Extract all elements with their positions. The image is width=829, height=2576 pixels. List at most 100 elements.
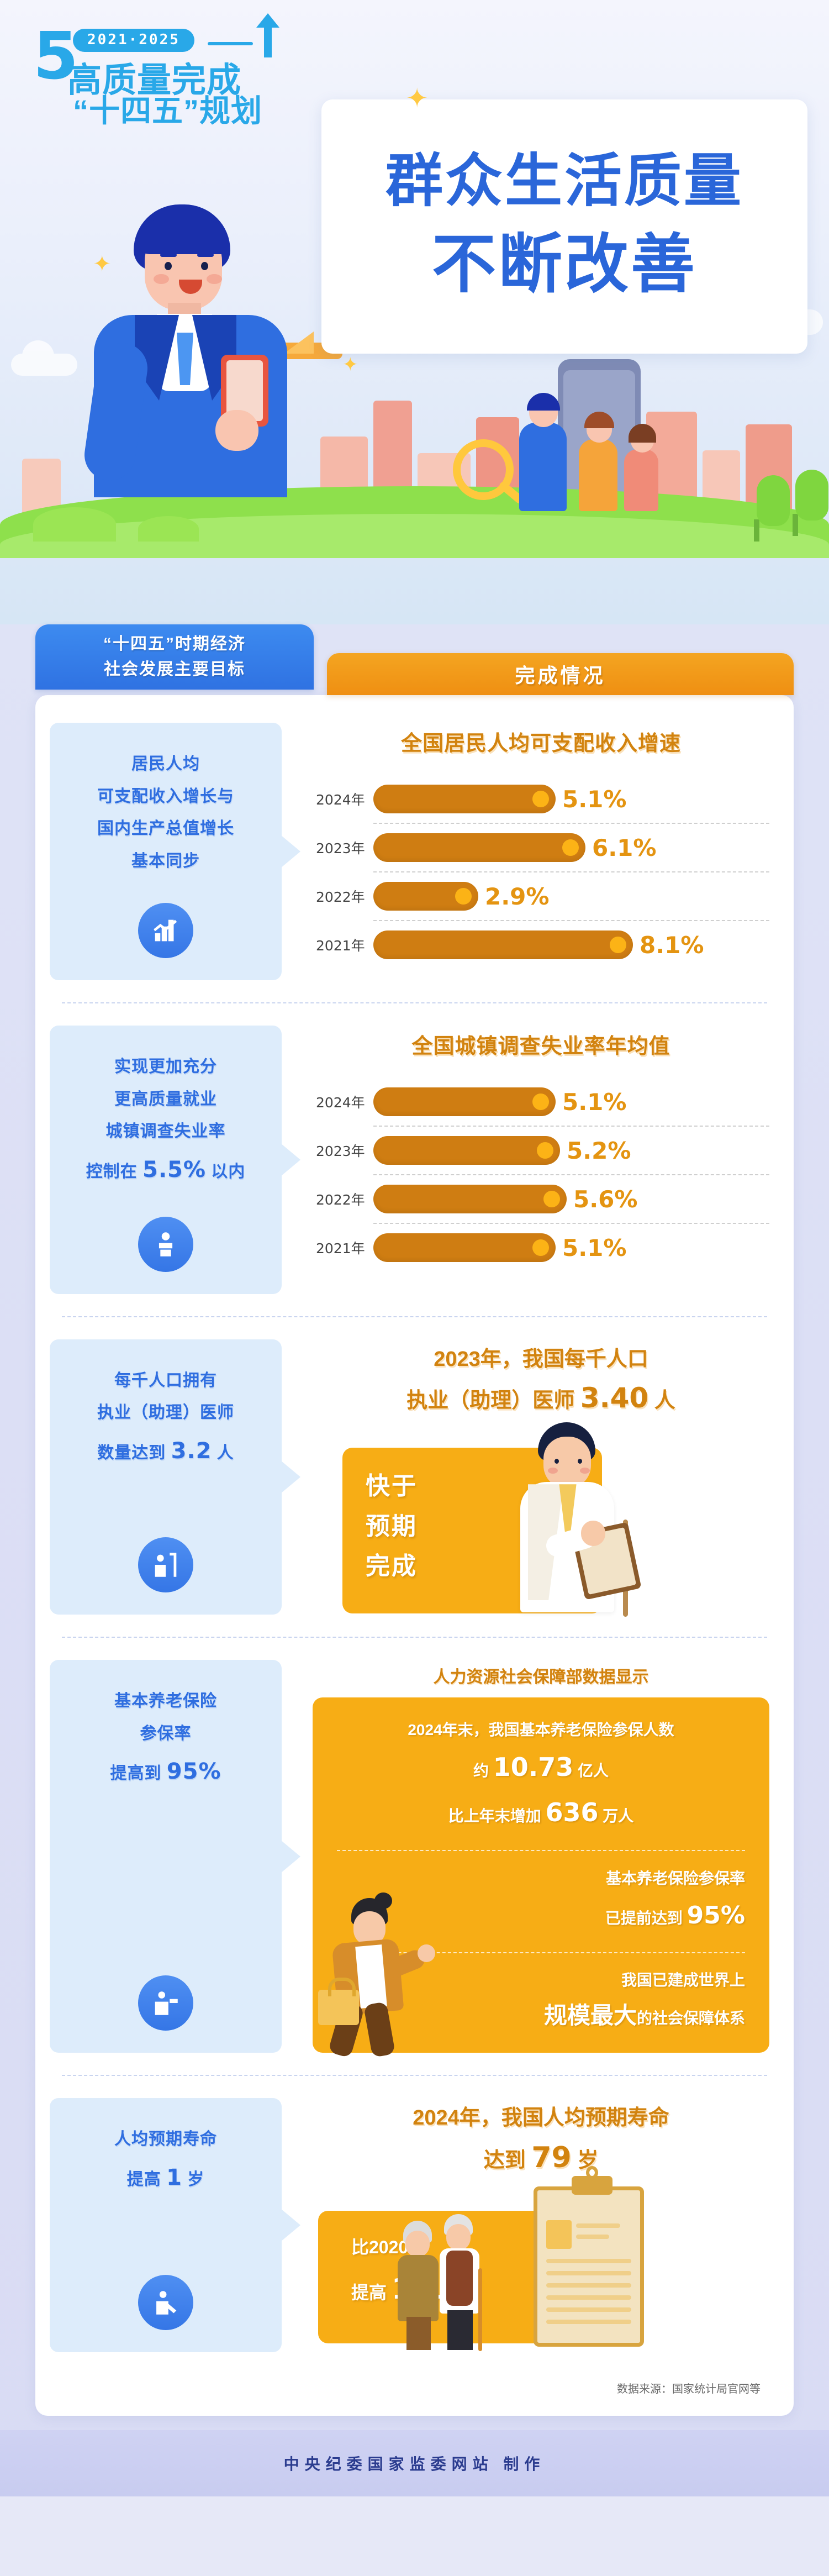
bar-row: 2024年 5.1% — [313, 1078, 769, 1126]
content-income: 全国居民人均可支配收入增速 2024年 5.1% 2023年 6.1% — [282, 723, 769, 980]
year-badge: 2021·2025 — [73, 29, 194, 52]
doctors-headline-line-2: 执业（助理）医师 3.40 人 — [313, 1376, 769, 1420]
line-prefix: 约 — [473, 1762, 493, 1779]
headline-number: 3.40 — [580, 1382, 649, 1415]
bar-year-label: 2021年 — [316, 1240, 365, 1257]
pension-stat-block-2: 基本养老保险参保率 已提前达到 95% — [331, 1864, 751, 1938]
bar-dot — [532, 1239, 549, 1256]
bar-year-label: 2022年 — [316, 889, 365, 905]
goal-prefix: 提高 — [126, 2170, 167, 2189]
goal-prefix: 数量达到 — [97, 1443, 171, 1462]
lockup-line-1: 高质量完成 — [67, 61, 242, 99]
bar-row: 2022年 5.6% — [313, 1175, 769, 1223]
lifespan-headline-line-1: 2024年，我国人均预期寿命 — [413, 2106, 669, 2130]
doctors-visual: 快于 预期 完成 — [313, 1422, 769, 1617]
doctor-illustration — [495, 1422, 661, 1617]
tab-status[interactable]: 完成情况 — [327, 653, 794, 695]
doctors-headline-line-1: 2023年，我国每千人口 — [434, 1347, 648, 1371]
bar-dot — [532, 1094, 549, 1110]
goal-number: 5.5% — [142, 1156, 206, 1182]
pension-icon — [138, 1975, 193, 2031]
headline-number: 79 — [531, 2141, 572, 2175]
tab-goals[interactable]: “十四五”时期经济 社会发展主要目标 — [35, 624, 314, 690]
card-divider — [337, 1952, 745, 1954]
content-body: “十四五”时期经济 社会发展主要目标 完成情况 居民人均 可支配收入增长与 国内… — [0, 624, 829, 2497]
bar-value: 6.1% — [592, 834, 657, 861]
goal-line: 每千人口拥有 — [114, 1371, 217, 1390]
goal-card-employment: 实现更加充分 更高质量就业 城镇调查失业率 控制在 5.5% 以内 — [50, 1026, 300, 1294]
goal-icon-wrap — [138, 1950, 193, 2031]
goal-line: 控制在 5.5% 以内 — [86, 1148, 246, 1191]
content-lifespan: 2024年，我国人均预期寿命 达到 79 岁 比2020年 提高 1.1 岁 — [282, 2098, 769, 2352]
hero-banner: 5 2021·2025 高质量完成 “十四五”规划 群众生活质量 不断改 — [0, 0, 829, 624]
bar-row: 2021年 5.1% — [313, 1224, 769, 1271]
hero-headline-card: 群众生活质量 不断改善 — [321, 99, 807, 354]
tab-goals-line-1: “十四五”时期经济 — [103, 634, 246, 653]
card-word: 完成 — [366, 1553, 418, 1580]
bar-value: 5.1% — [562, 785, 627, 813]
goal-suffix: 人 — [212, 1443, 234, 1462]
content-pension: 人力资源社会保障部数据显示 2024年末，我国基本养老保险参保人数 约 10.7… — [282, 1660, 769, 2059]
footer-credit: 中央纪委国家监委网站 制作 — [283, 2456, 546, 2473]
bar-year-label: 2024年 — [316, 792, 365, 808]
goal-line: 实现更加充分 — [114, 1058, 217, 1076]
bar-row: 2022年 2.9% — [313, 872, 769, 920]
sparkle-icon: ✦ — [406, 84, 429, 113]
chart-title: 全国城镇调查失业率年均值 — [411, 1035, 670, 1058]
goal-number: 3.2 — [171, 1438, 212, 1464]
content-doctors: 2023年，我国每千人口 执业（助理）医师 3.40 人 快于 预期 完成 — [282, 1339, 769, 1617]
goal-text: 实现更加充分 更高质量就业 城镇调查失业率 控制在 5.5% 以内 — [86, 1051, 246, 1191]
bar-dot — [532, 791, 549, 807]
lockup-number: 5 — [33, 18, 79, 94]
lifespan-visual: 比2020年 提高 1.1 岁 — [313, 2166, 769, 2352]
goal-line: 参保率 — [140, 1724, 192, 1743]
bar-separator — [373, 823, 769, 824]
bar-chart-income: 2024年 5.1% 2023年 6.1% 2022年 — [313, 775, 769, 969]
line-prefix: 提高 — [351, 2283, 392, 2303]
goal-text: 基本养老保险 参保率 提高到 95% — [110, 1685, 221, 1793]
goal-prefix: 控制在 — [86, 1162, 143, 1181]
line-number: 95% — [687, 1901, 745, 1930]
goal-text: 人均预期寿命 提高 1 岁 — [114, 2123, 217, 2199]
card-word: 快于 — [366, 1473, 418, 1500]
bar-year-label: 2023年 — [316, 840, 365, 856]
bar-dot — [537, 1142, 553, 1159]
bar-chart-employment: 2024年 5.1% 2023年 5.2% 2022年 — [313, 1078, 769, 1271]
bar-year-label: 2022年 — [316, 1192, 365, 1208]
pension-source-note: 人力资源社会保障部数据显示 — [433, 1668, 649, 1687]
goal-text: 居民人均 可支配收入增长与 国内生产总值增长 基本同步 — [97, 748, 234, 877]
goal-line: 提高 1 岁 — [114, 2156, 217, 2199]
sparkle-icon: ✦ — [342, 354, 358, 375]
line-number: 636 — [545, 1797, 599, 1828]
clipboard-illustration — [534, 2166, 644, 2347]
line-emphasis: 规模最大 — [543, 2002, 637, 2028]
line-prefix: 比上年末增加 — [448, 1807, 546, 1825]
bar-dot — [455, 888, 472, 905]
data-panel: 居民人均 可支配收入增长与 国内生产总值增长 基本同步 全国居民人均可支配收入增… — [35, 695, 794, 2416]
page-footer: 中央纪委国家监委网站 制作 — [0, 2430, 829, 2497]
badge-dash — [208, 42, 253, 45]
hero-headline-line-2: 不断改善 — [432, 228, 697, 300]
section-tabs: “十四五”时期经济 社会发展主要目标 完成情况 — [35, 624, 794, 695]
pension-line: 比上年末增加 636 万人 — [331, 1790, 751, 1836]
bar-row: 2021年 8.1% — [313, 921, 769, 969]
goal-card-pension: 基本养老保险 参保率 提高到 95% — [50, 1660, 300, 2053]
headline-suffix: 人 — [648, 1389, 675, 1413]
businessman-illustration — [81, 204, 316, 497]
lifespan-headline: 2024年，我国人均预期寿命 达到 79 岁 — [313, 2101, 769, 2181]
bar-row: 2023年 5.2% — [313, 1127, 769, 1174]
bar-separator — [373, 1174, 769, 1175]
doctor-door-icon — [138, 1537, 193, 1593]
bush-icon — [138, 516, 199, 542]
goal-icon-wrap — [138, 1191, 193, 1272]
line-prefix: 已提前达到 — [605, 1910, 687, 1927]
goal-line: 数量达到 3.2 人 — [97, 1429, 234, 1473]
pension-stat-block-1: 2024年末，我国基本养老保险参保人数 约 10.73 亿人 比上年末增加 63… — [331, 1716, 751, 1836]
pension-line: 规模最大的社会保障体系 — [331, 1995, 745, 2037]
bar-value: 5.1% — [562, 1234, 627, 1261]
bar-separator — [373, 1223, 769, 1224]
card-word: 预期 — [366, 1512, 418, 1540]
bar-value: 8.1% — [640, 931, 704, 959]
goal-number: 95% — [166, 1759, 221, 1785]
goal-line: 提高到 95% — [110, 1750, 221, 1793]
